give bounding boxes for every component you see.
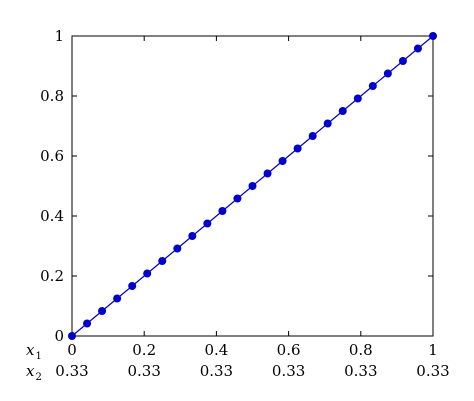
y-tick-label: 0 <box>54 327 64 345</box>
data-point <box>68 332 76 340</box>
data-point <box>128 281 137 290</box>
x-tick-label: 0.33 <box>416 362 449 380</box>
data-point <box>173 244 182 253</box>
x-tick-label: 0.2 <box>132 341 156 359</box>
x-tick-label: 0.33 <box>55 362 88 380</box>
data-point <box>248 182 257 190</box>
data-point <box>308 131 317 140</box>
data-point <box>293 144 302 153</box>
y-tick-label: 0.4 <box>40 207 64 225</box>
data-point <box>98 307 107 316</box>
x-tick-label: 1 <box>428 341 438 359</box>
data-point <box>368 82 377 91</box>
data-point <box>188 232 197 241</box>
data-point <box>398 56 407 65</box>
data-point <box>383 69 392 78</box>
x-tick-label: 0.33 <box>344 362 377 380</box>
data-point <box>429 32 437 40</box>
x-tick-label: 0.8 <box>349 341 373 359</box>
data-point <box>263 169 272 178</box>
series-group <box>68 32 437 340</box>
y-tick-label: 0.2 <box>40 267 64 285</box>
data-point <box>278 157 287 166</box>
y-tick-labels: 0 0.2 0.4 0.6 0.8 1 <box>40 27 64 345</box>
data-point <box>323 119 332 128</box>
x-tick-label: 0.33 <box>272 362 305 380</box>
x-tick-label: 0.33 <box>200 362 233 380</box>
x-tick-label: 0.6 <box>277 341 301 359</box>
x-row-label-2: x2 <box>26 362 42 383</box>
x-tick-label: 0 <box>67 341 77 359</box>
data-point <box>143 269 152 278</box>
data-point <box>218 206 227 215</box>
y-tick-label: 1 <box>54 27 64 45</box>
x-row-label-1: x1 <box>26 341 42 362</box>
y-tick-label: 0.6 <box>40 147 64 165</box>
data-point <box>413 44 422 53</box>
data-point <box>353 94 362 103</box>
data-point <box>158 257 167 265</box>
data-point <box>83 319 92 328</box>
data-point <box>233 194 242 203</box>
y-tick-label: 0.8 <box>40 87 64 105</box>
x-tick-label: 0.4 <box>204 341 228 359</box>
data-point <box>113 294 122 303</box>
x-tick-label: 0.33 <box>127 362 160 380</box>
data-point <box>203 219 212 228</box>
data-point <box>338 107 347 115</box>
x-tick-rows: x1 0 0.2 0.4 0.6 0.8 1 x2 0.33 0.33 0.33 0.33 0.33 0.… <box>26 341 450 383</box>
plot-frame <box>71 35 434 337</box>
